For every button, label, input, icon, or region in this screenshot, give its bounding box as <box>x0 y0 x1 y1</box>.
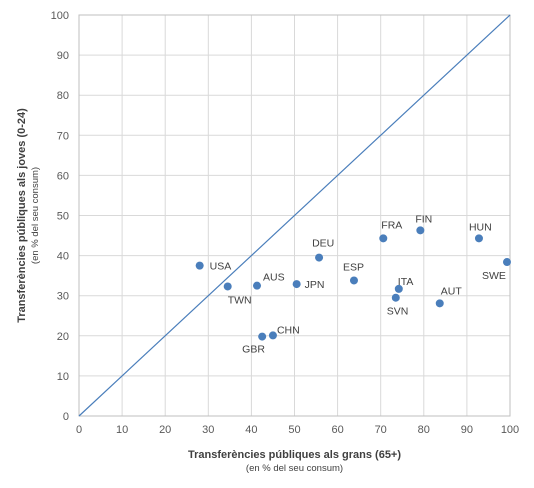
point-esp <box>349 276 358 285</box>
point-label-twn: TWN <box>228 294 252 306</box>
y-tick-label-70: 70 <box>57 130 69 142</box>
point-twn <box>223 282 232 291</box>
point-label-swe: SWE <box>482 270 506 282</box>
x-axis-title: Transferències públiques als grans (65+) <box>188 449 401 461</box>
point-gbr <box>258 332 267 341</box>
y-tick-label-80: 80 <box>57 90 69 102</box>
x-tick-label-70: 70 <box>375 424 387 436</box>
point-label-esp: ESP <box>343 261 364 273</box>
point-aus <box>253 281 262 290</box>
point-label-gbr: GBR <box>242 344 265 356</box>
point-hun <box>474 234 483 243</box>
point-label-svn: SVN <box>387 306 409 318</box>
reference-diagonal-line <box>78 14 511 417</box>
point-fin <box>416 226 425 235</box>
point-svn <box>391 293 400 302</box>
y-tick-label-50: 50 <box>57 211 69 223</box>
data-points <box>195 226 511 341</box>
point-usa <box>195 261 204 270</box>
y-tick-label-0: 0 <box>63 411 69 423</box>
y-axis-title: Transferències públiques als joves (0-24… <box>16 108 28 323</box>
point-deu <box>315 253 324 262</box>
point-labels: USA TWN AUS GBR CHN JPN DEU ESP FRA SVN ITA FIN AUT H… <box>210 213 506 355</box>
point-label-jpn: JPN <box>305 279 325 291</box>
x-tick-label-90: 90 <box>461 424 473 436</box>
point-label-deu: DEU <box>312 238 334 250</box>
point-label-usa: USA <box>210 261 232 273</box>
point-label-aus: AUS <box>263 272 285 284</box>
point-label-ita: ITA <box>398 276 414 288</box>
point-jpn <box>292 280 301 289</box>
point-label-fin: FIN <box>415 213 432 225</box>
x-tick-label-80: 80 <box>418 424 430 436</box>
x-tick-label-10: 10 <box>116 424 128 436</box>
y-tick-label-90: 90 <box>57 50 69 62</box>
x-tick-label-0: 0 <box>76 424 82 436</box>
x-axis-subtitle: (en % del seu consum) <box>246 463 343 474</box>
point-swe <box>502 258 511 267</box>
point-label-aut: AUT <box>441 285 463 297</box>
plot-area <box>78 14 511 417</box>
y-tick-label-100: 100 <box>51 10 69 22</box>
y-axis-ticks: 0 10 20 30 40 50 60 70 80 90 100 <box>51 10 69 423</box>
x-tick-label-30: 30 <box>202 424 214 436</box>
x-tick-label-20: 20 <box>159 424 171 436</box>
point-chn <box>268 331 277 340</box>
x-tick-label-40: 40 <box>245 424 257 436</box>
y-tick-label-40: 40 <box>57 251 69 263</box>
x-tick-label-60: 60 <box>331 424 343 436</box>
point-aut <box>435 299 444 308</box>
y-tick-label-10: 10 <box>57 371 69 383</box>
y-tick-label-60: 60 <box>57 170 69 182</box>
point-label-hun: HUN <box>469 221 492 233</box>
point-label-chn: CHN <box>277 324 300 336</box>
point-ita <box>394 284 403 293</box>
y-tick-label-20: 20 <box>57 331 69 343</box>
x-axis-ticks: 0 10 20 30 40 50 60 70 80 90 100 <box>76 424 519 436</box>
x-tick-label-100: 100 <box>501 424 519 436</box>
y-axis-subtitle: (en % del seu consum) <box>30 167 41 264</box>
x-tick-label-50: 50 <box>288 424 300 436</box>
point-fra <box>379 234 388 243</box>
y-tick-label-30: 30 <box>57 291 69 303</box>
point-label-fra: FRA <box>381 219 402 231</box>
